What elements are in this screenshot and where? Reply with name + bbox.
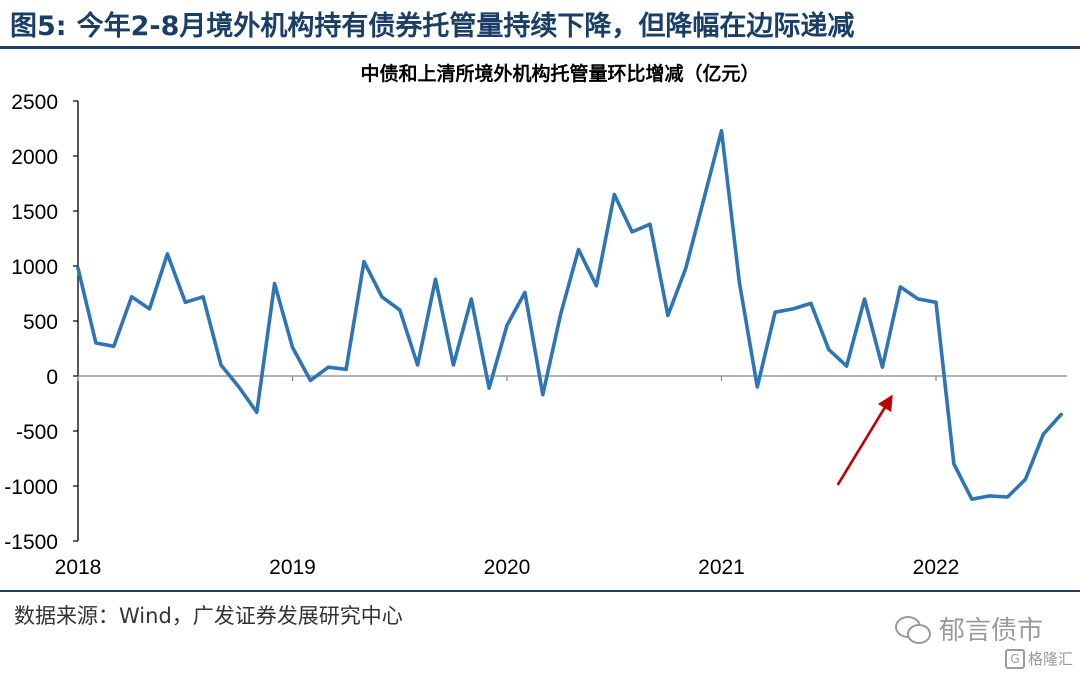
y-tick-label: 2000 bbox=[11, 146, 58, 169]
y-tick-label: 500 bbox=[23, 311, 58, 334]
x-tick-label: 2021 bbox=[698, 556, 745, 579]
series-line bbox=[76, 128, 1063, 502]
trend-arrow bbox=[836, 394, 893, 486]
corner-mark-text: 格隆汇 bbox=[1028, 650, 1074, 668]
y-tick-label: -1000 bbox=[4, 476, 58, 499]
y-tick-label: 1500 bbox=[11, 201, 58, 224]
line-chart: 中债和上清所境外机构托管量环比增减（亿元） 2500 2000 1500 1000 50… bbox=[4, 62, 1067, 579]
y-tick-label: -1500 bbox=[4, 531, 58, 554]
gelonghui-logo-icon: G bbox=[1005, 648, 1025, 669]
y-tick-label: 2500 bbox=[11, 91, 58, 114]
y-tick-label: -500 bbox=[16, 421, 58, 444]
corner-mark: G 格隆汇 bbox=[1005, 648, 1073, 669]
figure-title: 今年2-8月境外机构持有债券托管量持续下降，但降幅在边际递减 bbox=[76, 11, 855, 42]
y-tick-label: 1000 bbox=[11, 256, 58, 279]
x-tick-label: 2020 bbox=[484, 556, 531, 579]
source-rule bbox=[0, 590, 1080, 592]
x-tick-label: 2018 bbox=[55, 556, 102, 579]
title-rule bbox=[0, 46, 1080, 49]
trend-arrow-annotation bbox=[836, 394, 893, 486]
figure-number: 图5: bbox=[10, 11, 67, 42]
y-axis: 2500 2000 1500 1000 500 0 -500 -1000 -1500 bbox=[4, 91, 79, 554]
watermark-text: 郁言债市 bbox=[939, 616, 1044, 646]
wechat-icon bbox=[895, 615, 931, 644]
source-note: 数据来源：Wind，广发证券发展研究中心 bbox=[14, 604, 403, 628]
plot-area bbox=[76, 128, 1063, 502]
x-axis: 2018 2019 2020 2021 2022 bbox=[55, 376, 960, 579]
watermark: 郁言债市 bbox=[895, 610, 1043, 647]
x-tick-label: 2022 bbox=[913, 556, 960, 579]
figure-title-bar: 图5: 今年2-8月境外机构持有债券托管量持续下降，但降幅在边际递减 bbox=[10, 4, 854, 43]
chart-title: 中债和上清所境外机构托管量环比增减（亿元） bbox=[360, 62, 759, 85]
y-tick-label: 0 bbox=[46, 366, 58, 389]
x-tick-label: 2019 bbox=[269, 556, 316, 579]
